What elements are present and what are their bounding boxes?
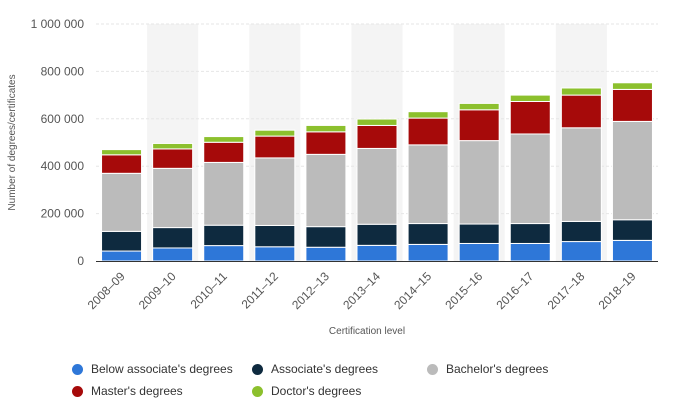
bar-segment[interactable] xyxy=(203,245,245,262)
y-tick-label: 1 000 000 xyxy=(31,17,85,31)
legend-marker xyxy=(72,363,83,375)
bar-segment[interactable] xyxy=(509,100,551,135)
bar-segment[interactable] xyxy=(560,87,602,96)
stacked-bar-chart: 0 200 000 400 000 600 000 800 000 1 000 000 2… xyxy=(7,17,658,337)
legend-item[interactable]: Bachelor's degrees xyxy=(427,362,548,376)
bar-segment[interactable] xyxy=(203,161,245,226)
bar-segment[interactable] xyxy=(254,135,296,159)
legend-marker xyxy=(72,385,83,397)
legend-label: Below associate's degrees xyxy=(91,362,233,376)
x-tick-label: 2013–14 xyxy=(340,269,383,312)
bar-segment[interactable] xyxy=(305,124,347,133)
legend-label: Master's degrees xyxy=(91,384,183,398)
y-tick-label: 400 000 xyxy=(41,159,85,173)
bar-segment[interactable] xyxy=(407,243,449,262)
bar-segment[interactable] xyxy=(509,94,551,102)
bar-segment[interactable] xyxy=(611,219,653,241)
bar-segment[interactable] xyxy=(356,223,398,246)
bar-segment[interactable] xyxy=(254,224,296,248)
bar-segment[interactable] xyxy=(407,111,449,119)
bar-segment[interactable] xyxy=(458,102,500,111)
bar-segment[interactable] xyxy=(254,157,296,226)
bar-segment[interactable] xyxy=(611,120,653,221)
x-axis-label: Certification level xyxy=(329,326,405,337)
legend-label: Bachelor's degrees xyxy=(446,362,549,376)
bar-segment[interactable] xyxy=(305,226,347,248)
legend-item[interactable]: Below associate's degrees xyxy=(72,362,233,376)
legend-marker xyxy=(427,363,438,375)
x-tick-label: 2017–18 xyxy=(545,269,588,312)
bar-segment[interactable] xyxy=(101,250,143,262)
bar-segment[interactable] xyxy=(560,241,602,262)
bar-segment[interactable] xyxy=(101,230,143,252)
x-tick-label: 2009–10 xyxy=(136,269,179,312)
bar-segment[interactable] xyxy=(305,246,347,262)
legend-item[interactable]: Master's degrees xyxy=(72,384,183,398)
y-tick-label: 800 000 xyxy=(41,64,85,78)
bar-segment[interactable] xyxy=(509,223,551,244)
bar-segment[interactable] xyxy=(152,142,194,150)
x-tick-label: 2016–17 xyxy=(493,269,536,312)
x-tick-label: 2008–09 xyxy=(85,269,128,312)
bar-segment[interactable] xyxy=(407,117,449,146)
bar-segment[interactable] xyxy=(407,223,449,245)
bar-segment[interactable] xyxy=(152,247,194,262)
bar-segment[interactable] xyxy=(611,88,653,122)
bar-segment[interactable] xyxy=(509,133,551,225)
bar-segment[interactable] xyxy=(152,148,194,169)
bar-segment[interactable] xyxy=(254,129,296,137)
bar-segment[interactable] xyxy=(356,244,398,262)
bar-segment[interactable] xyxy=(203,136,245,143)
bars xyxy=(101,82,653,262)
bar-segment[interactable] xyxy=(458,140,500,225)
bar-segment[interactable] xyxy=(611,82,653,90)
legend: Below associate's degrees Associate's deg… xyxy=(72,362,632,404)
bar-segment[interactable] xyxy=(101,172,143,232)
bar-segment[interactable] xyxy=(560,127,602,222)
legend-item[interactable]: Associate's degrees xyxy=(252,362,378,376)
bar-segment[interactable] xyxy=(305,153,347,228)
legend-marker xyxy=(252,385,263,397)
bar-segment[interactable] xyxy=(254,246,296,262)
y-axis-label: Number of degrees/certificates xyxy=(7,74,18,210)
bar-segment[interactable] xyxy=(356,147,398,225)
bar-segment[interactable] xyxy=(509,242,551,262)
bar-segment[interactable] xyxy=(152,167,194,229)
legend-label: Associate's degrees xyxy=(271,362,379,376)
bar-segment[interactable] xyxy=(101,154,143,174)
x-tick-label: 2018–19 xyxy=(596,269,639,312)
bar-segment[interactable] xyxy=(356,124,398,149)
bar-segment[interactable] xyxy=(101,149,143,156)
bar-segment[interactable] xyxy=(458,109,500,142)
bar-segment[interactable] xyxy=(203,224,245,247)
x-tick-label: 2014–15 xyxy=(391,269,434,312)
y-tick-label: 0 xyxy=(77,254,84,268)
bar-segment[interactable] xyxy=(560,94,602,129)
x-tick-label: 2010–11 xyxy=(188,269,231,312)
bar-segment[interactable] xyxy=(458,223,500,244)
x-tick-label: 2012–13 xyxy=(289,269,332,312)
bar-segment[interactable] xyxy=(407,144,449,225)
y-tick-label: 200 000 xyxy=(41,207,85,221)
bar-segment[interactable] xyxy=(611,239,653,262)
bar-segment[interactable] xyxy=(203,141,245,163)
x-axis-ticks: 2008–09 2009–10 2010–11 2011–12 2012–13 2013–… xyxy=(85,269,639,312)
x-tick-label: 2011–12 xyxy=(239,269,282,312)
legend-label: Doctor's degrees xyxy=(271,384,362,398)
y-tick-label: 600 000 xyxy=(41,112,85,126)
x-tick-label: 2015–16 xyxy=(442,269,485,312)
legend-marker xyxy=(252,363,263,375)
bar-segment[interactable] xyxy=(560,220,602,243)
legend-item[interactable]: Doctor's degrees xyxy=(252,384,361,398)
bar-segment[interactable] xyxy=(152,227,194,249)
bar-segment[interactable] xyxy=(305,131,347,155)
bar-segment[interactable] xyxy=(356,118,398,126)
y-axis-ticks: 0 200 000 400 000 600 000 800 000 1 000 000 xyxy=(31,17,85,268)
bar-segment[interactable] xyxy=(458,242,500,262)
